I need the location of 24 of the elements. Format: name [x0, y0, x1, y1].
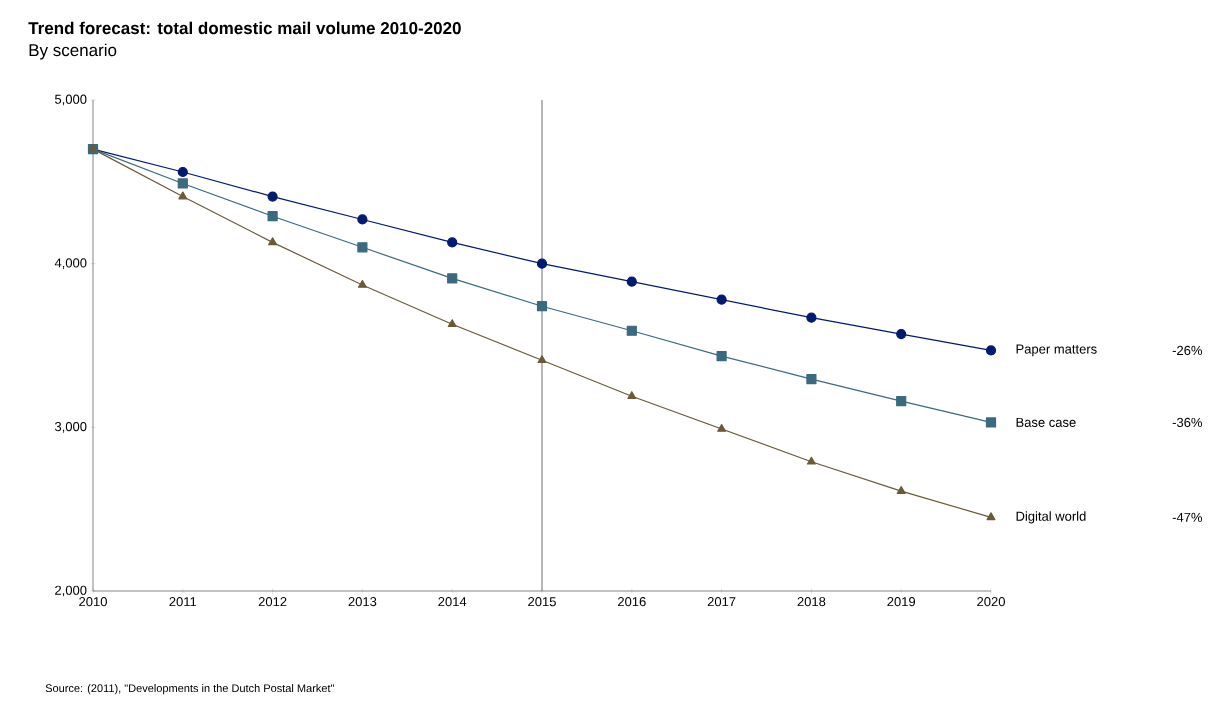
x-tick-label: 2012: [258, 597, 287, 607]
source-note: Source: (2011), "Developments in the Dutch Postal Market": [45, 684, 334, 695]
chart-title: Trend forecast: total domestic mail volume 2010-2020: [28, 21, 461, 35]
text: -47%: [1172, 512, 1203, 522]
x-tick-label: 2019: [887, 597, 916, 607]
x-tick-label: 2010: [79, 597, 107, 607]
x-tick-label: 2013: [348, 597, 377, 607]
x-tick-label: 2016: [618, 597, 646, 607]
text: -26%: [1172, 345, 1203, 356]
x-tick-label: 2015: [528, 597, 556, 607]
x-tick-label: 2020: [977, 597, 1005, 607]
text: -36%: [1172, 417, 1203, 428]
chart-subtitle: By scenario: [29, 43, 117, 60]
x-tick-label: 2011: [169, 597, 197, 607]
x-tick-label: 2014: [438, 597, 467, 607]
x-tick-label: 2018: [797, 597, 826, 607]
series-label: Digital world: [1016, 511, 1086, 524]
y-tick-label: 2,000: [55, 585, 87, 597]
x-tick-label: 2017: [707, 597, 736, 607]
y-tick-label: 4,000: [54, 258, 87, 270]
series-label: Base case: [1016, 417, 1076, 427]
y-tick-label: 5,000: [54, 94, 87, 106]
series-label: Paper matters: [1016, 344, 1097, 357]
y-tick-label: 3,000: [54, 421, 87, 433]
